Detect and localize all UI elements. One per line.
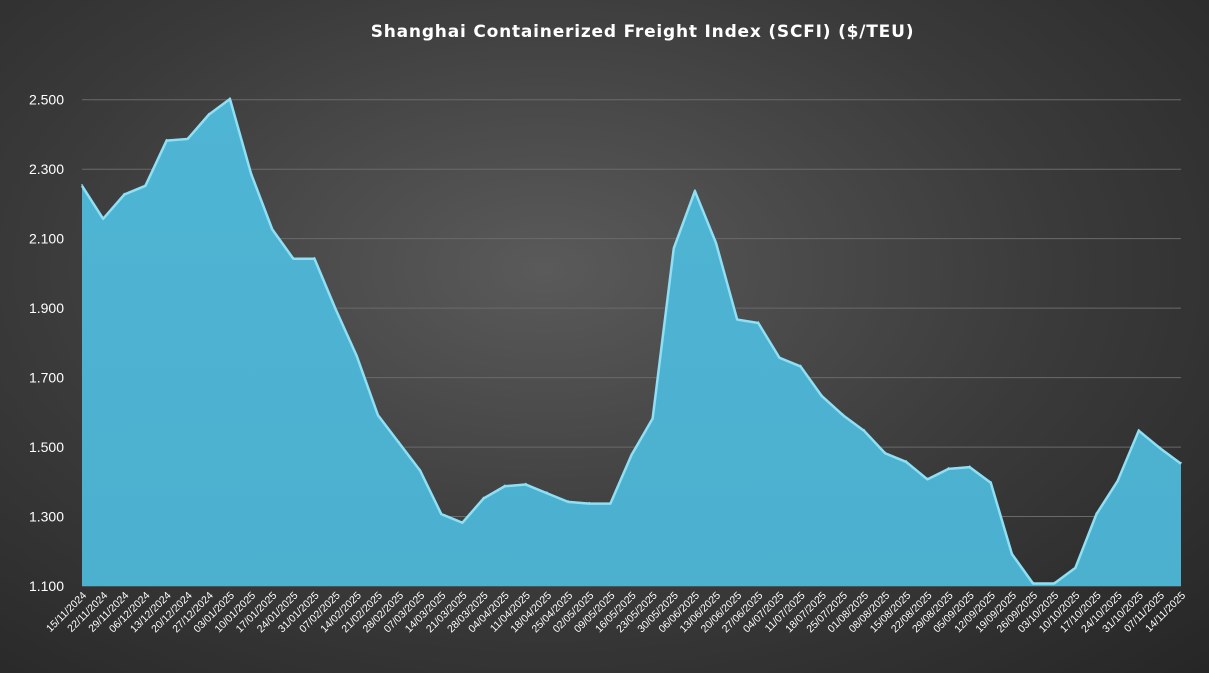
data-point (820, 394, 823, 396)
data-point (546, 491, 548, 494)
data-point (208, 112, 210, 115)
data-point (778, 355, 781, 358)
y-tick-label: 1.100 (29, 578, 64, 594)
data-point (482, 496, 485, 499)
data-point (313, 256, 316, 259)
data-point (884, 451, 886, 454)
data-point (736, 317, 738, 320)
data-point (609, 501, 612, 504)
data-point (1116, 479, 1119, 481)
data-point (757, 321, 760, 323)
data-point (1074, 566, 1077, 568)
data-point (588, 501, 591, 504)
data-point (1159, 446, 1161, 448)
data-point (1053, 581, 1055, 584)
data-point (186, 137, 189, 139)
data-point (694, 189, 696, 191)
data-point (123, 192, 126, 195)
data-point (292, 256, 295, 259)
data-point (926, 477, 929, 480)
data-point (863, 428, 865, 431)
y-tick-label: 1.700 (29, 370, 64, 386)
data-point (651, 416, 654, 419)
data-point (1180, 461, 1182, 464)
y-tick-label: 1.500 (29, 439, 64, 455)
data-point (672, 246, 675, 249)
area-fill (82, 98, 1181, 586)
data-point (355, 354, 358, 356)
data-point (842, 413, 844, 415)
data-point (165, 138, 168, 141)
data-point (525, 482, 527, 485)
data-point (461, 520, 464, 523)
data-point (1137, 428, 1140, 431)
y-tick-label: 2.500 (29, 92, 64, 108)
data-point (250, 171, 252, 174)
data-point (144, 184, 147, 186)
data-point (81, 184, 83, 186)
data-point (968, 465, 971, 467)
data-point (989, 481, 992, 483)
data-point (377, 413, 379, 415)
y-tick-label: 1.300 (29, 509, 64, 525)
data-point (1011, 552, 1013, 554)
data-point (799, 364, 802, 367)
data-point (229, 97, 231, 99)
data-point (1095, 512, 1098, 514)
data-point (905, 460, 908, 462)
data-point (567, 500, 569, 502)
data-point (398, 441, 400, 443)
data-point (334, 307, 337, 309)
data-point (1032, 581, 1034, 584)
data-point (271, 227, 274, 230)
y-tick-label: 2.300 (29, 161, 64, 177)
y-tick-label: 1.900 (29, 300, 64, 316)
data-point (715, 241, 717, 243)
chart-title: Shanghai Containerized Freight Index (SC… (370, 22, 915, 42)
series-line (80, 97, 1182, 585)
data-point (440, 512, 443, 514)
data-point (947, 467, 950, 469)
data-point (419, 468, 421, 471)
data-point (630, 453, 633, 455)
data-point (102, 217, 104, 219)
data-point (503, 484, 506, 487)
y-tick-label: 2.100 (29, 231, 64, 247)
